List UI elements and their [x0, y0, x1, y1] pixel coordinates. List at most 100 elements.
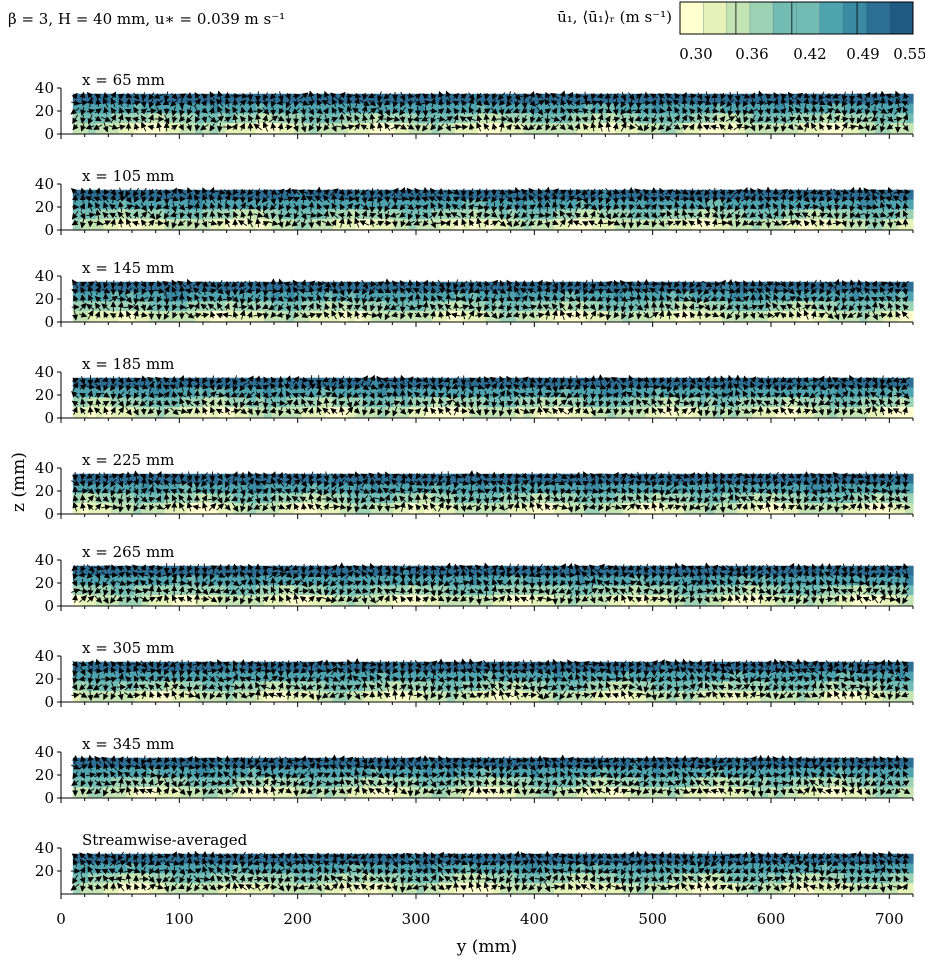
figure-header: β = 3, H = 40 mm, u∗ = 0.039 m s⁻¹ [8, 10, 285, 28]
field-cell [286, 103, 295, 114]
field-cell [470, 503, 479, 514]
field-cell [890, 113, 899, 124]
field-cell [408, 387, 418, 398]
field-cell [126, 291, 135, 302]
field-cell [118, 473, 127, 485]
quiver-arrow [239, 115, 247, 123]
field-cell [187, 473, 196, 485]
field-cell [561, 219, 570, 230]
field-cell [156, 493, 166, 504]
quiver-arrow [338, 98, 346, 108]
quiver-arrow [247, 106, 254, 115]
field-cell [111, 377, 120, 389]
field-cell [813, 93, 822, 105]
field-cell [599, 123, 609, 134]
field-cell [470, 301, 479, 312]
quiver-arrow [603, 220, 615, 227]
quiver-arrow [186, 99, 193, 107]
field-cell [638, 493, 647, 504]
field-cell [622, 407, 631, 418]
quiver-arrow [110, 376, 117, 385]
quiver-arrow [239, 122, 245, 131]
field-cell [890, 503, 899, 514]
field-cell [897, 503, 906, 514]
field-cell [103, 189, 112, 201]
field-cell [851, 493, 861, 504]
quiver-arrow [185, 115, 193, 124]
field-cell [80, 189, 89, 201]
field-cell [324, 407, 334, 418]
field-cell [546, 113, 555, 124]
field-cell [722, 113, 731, 124]
field-cell [622, 93, 631, 105]
field-cell [164, 103, 173, 114]
field-cell [599, 311, 609, 322]
field-cell [630, 123, 639, 134]
field-cell [737, 397, 746, 408]
field-cell [217, 123, 227, 134]
field-cell [111, 93, 120, 105]
field-cell [263, 123, 273, 134]
field-cell [584, 219, 593, 230]
field-cell [882, 493, 891, 504]
field-cell [447, 113, 456, 124]
y-tick-label: 40 [35, 175, 54, 193]
quiver-arrow [316, 115, 323, 124]
field-cell [477, 503, 486, 514]
colorbar-label: ū₁, ⟨ū₁⟩ᵣ (m s⁻¹) [557, 8, 672, 26]
field-cell [722, 123, 731, 134]
field-cell [607, 113, 616, 124]
field-cell [133, 219, 143, 230]
field-cell [531, 311, 540, 322]
field-cell [424, 123, 433, 134]
field-cell [202, 113, 211, 124]
field-cell [554, 103, 563, 114]
field-cell [72, 113, 82, 124]
field-cell [156, 311, 166, 322]
quiver-arrow [384, 122, 391, 132]
field-cell [202, 209, 211, 220]
colorbar-cell [843, 2, 867, 34]
quiver-arrow [277, 91, 284, 102]
quiver-arrow [681, 97, 688, 108]
quiver-arrow [231, 123, 238, 131]
quiver-arrow [86, 91, 94, 100]
colorbar-cell [819, 2, 844, 34]
field-cell [118, 311, 127, 322]
field-cell [256, 503, 265, 514]
field-cell [179, 397, 189, 408]
field-cell [867, 103, 876, 114]
quiver-arrow [110, 114, 117, 124]
quiver-arrow [262, 398, 269, 409]
quiver-arrow [315, 108, 323, 115]
field-cell [95, 123, 104, 134]
field-cell [508, 311, 517, 322]
field-cell [378, 219, 387, 230]
field-cell [225, 123, 234, 134]
field-cell [149, 301, 158, 312]
field-cell [240, 189, 250, 201]
field-cell [233, 483, 242, 494]
field-cell [806, 123, 815, 134]
quiver-arrow [308, 123, 315, 132]
field-cell [393, 311, 402, 322]
field-cell [699, 93, 708, 105]
quiver-arrow [201, 107, 208, 114]
field-cell [294, 199, 303, 210]
field-cell [775, 209, 784, 220]
field-cell [149, 311, 158, 322]
field-cell [569, 113, 578, 124]
quiver-arrow [163, 114, 170, 125]
field-cell [890, 483, 899, 494]
field-cell [905, 93, 914, 105]
panel-label: x = 225 mm [82, 451, 174, 469]
field-cell [431, 209, 441, 220]
quiver-arrow [72, 486, 79, 496]
field-cell [141, 503, 150, 514]
field-cell [897, 483, 906, 494]
field-cell [141, 219, 150, 230]
quiver-arrow [268, 115, 279, 123]
field-cell [141, 189, 150, 201]
field-cell [240, 123, 250, 134]
